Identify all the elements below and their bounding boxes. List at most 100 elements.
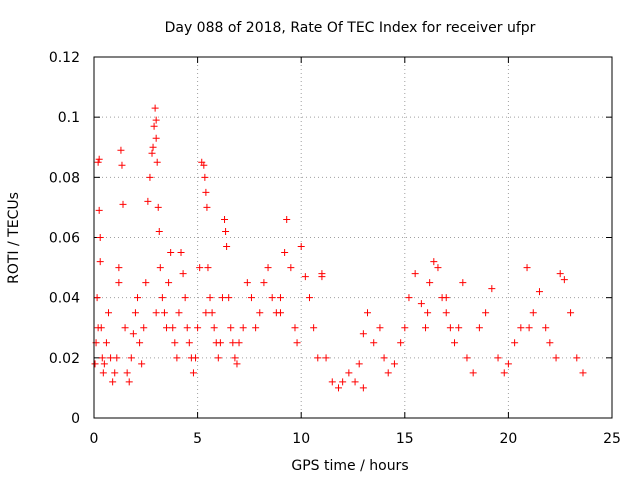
data-point [442,294,450,302]
data-point [239,324,247,332]
data-point [129,330,137,338]
plot-frame [93,56,613,419]
data-point [225,294,233,302]
data-point [401,324,409,332]
data-point [334,384,342,392]
data-point [380,354,388,362]
data-point [109,378,117,386]
data-point [397,339,405,347]
data-point [192,354,200,362]
data-point [194,324,202,332]
data-point [201,173,209,181]
data-point [155,227,163,235]
data-point [204,264,212,272]
data-point [127,354,135,362]
y-tick-label: 0.1 [58,110,80,126]
data-point [163,324,171,332]
data-point [552,354,560,362]
data-point [229,339,237,347]
data-point [93,294,101,302]
y-tick-label: 0.04 [49,291,80,307]
data-point [183,324,191,332]
y-tick-label: 0.08 [49,170,80,186]
data-point [469,369,477,377]
y-tick-label: 0.06 [49,231,80,247]
data-point [529,309,537,317]
data-point [175,309,183,317]
data-point [345,369,353,377]
data-point [96,258,104,266]
data-point [167,249,175,257]
y-axis-label: ROTI / TECUs [6,192,22,284]
data-point [235,339,243,347]
data-point [276,309,284,317]
data-point [95,206,103,214]
x-tick-label: 20 [499,431,517,447]
data-point [268,294,276,302]
data-point [301,273,309,281]
data-point [115,279,123,287]
data-point [100,360,108,368]
data-point [117,146,125,154]
data-point [500,369,508,377]
data-point [152,116,160,124]
x-tick-label: 0 [90,431,99,447]
data-point [131,309,139,317]
data-point [214,354,222,362]
data-point [463,354,471,362]
data-point [482,309,490,317]
data-point [328,378,336,386]
data-point [119,200,127,208]
data-point [154,203,162,211]
data-point [118,161,126,169]
data-point [283,215,291,223]
data-point [91,360,99,368]
data-point [504,360,512,368]
x-tick-label: 15 [396,431,414,447]
x-tick-label: 10 [292,431,310,447]
data-point [256,309,264,317]
data-point [430,258,438,266]
x-tick-label: 5 [193,431,202,447]
data-point [196,264,204,272]
data-point [276,294,284,302]
data-point [573,354,581,362]
data-point [99,369,107,377]
data-point [287,264,295,272]
data-point [459,279,467,287]
data-point [95,155,103,163]
data-point [567,309,575,317]
data-point [291,324,299,332]
data-point [148,149,156,157]
data-point [105,309,113,317]
data-point [488,285,496,293]
x-tick-label: 25 [603,431,621,447]
data-point [511,339,519,347]
data-point [422,324,430,332]
data-point [200,161,208,169]
data-point [424,309,432,317]
data-point [359,330,367,338]
data-point [107,354,115,362]
data-point [102,339,110,347]
data-point [158,294,166,302]
data-point [134,294,142,302]
data-points [91,104,587,392]
data-point [138,360,146,368]
data-point [144,197,152,205]
data-point [390,360,398,368]
data-point [227,324,235,332]
data-point [243,279,251,287]
data-point [156,264,164,272]
data-point [451,339,459,347]
data-point [142,279,150,287]
data-point [542,324,550,332]
data-point [123,369,131,377]
data-point [98,354,106,362]
data-point [560,276,568,284]
data-point [523,264,531,272]
data-point [152,309,160,317]
data-point [151,104,159,112]
data-point [206,294,214,302]
grid-lines [94,57,612,418]
